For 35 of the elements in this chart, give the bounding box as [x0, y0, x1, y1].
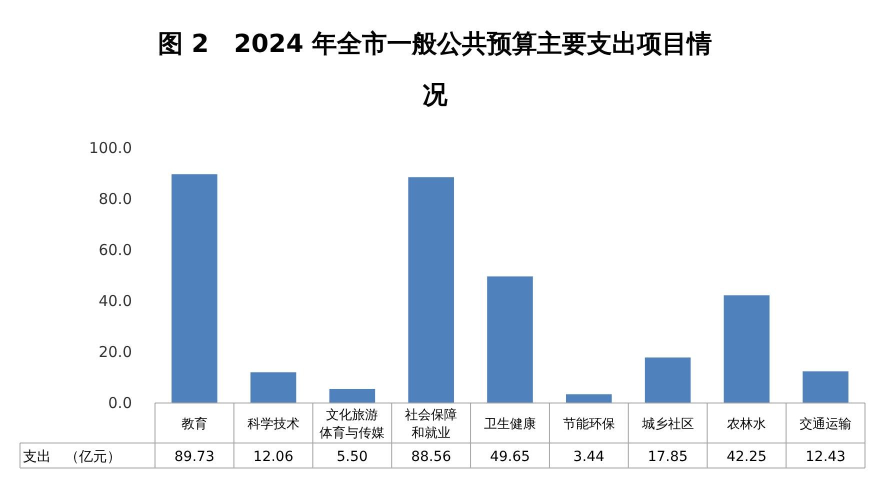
bar: [329, 388, 376, 403]
bar: [250, 372, 296, 403]
data-label: 3.44: [573, 449, 605, 465]
x-tick-label: 科学技术: [247, 417, 300, 432]
chart-title: 图 2 2024 年全市一般公共预算主要支出项目情况: [158, 29, 712, 109]
bar: [566, 394, 612, 403]
x-tick-label: 农林水: [727, 417, 766, 432]
bar: [487, 276, 533, 403]
y-tick-label: 20.0: [98, 343, 132, 361]
y-tick-label: 40.0: [98, 292, 132, 310]
data-label: 42.25: [726, 449, 767, 465]
bar: [724, 295, 770, 403]
x-tick-label: 教育: [181, 416, 208, 432]
y-tick-label: 80.0: [98, 190, 132, 208]
y-tick-label: 100.0: [89, 139, 132, 157]
data-label: 12.06: [253, 449, 294, 465]
bar: [408, 177, 454, 403]
data-label: 49.65: [490, 449, 530, 465]
x-tick-label: 城乡社区: [640, 417, 694, 432]
bar: [802, 371, 848, 403]
data-label: 89.73: [174, 449, 214, 465]
text: 支出 （亿元）: [23, 449, 121, 465]
data-label: 12.43: [806, 449, 846, 465]
data-label: 88.56: [411, 449, 452, 465]
x-tick-label: 节能环保: [562, 417, 615, 432]
data-label: 5.50: [336, 449, 368, 465]
x-tick-label: 卫生健康: [484, 417, 536, 432]
data-label: 17.85: [648, 449, 688, 465]
x-tick-label: 社会保障和就业: [405, 408, 458, 441]
y-tick-label: 0.0: [108, 394, 132, 412]
y-tick-label: 60.0: [98, 241, 132, 259]
bar: [172, 174, 218, 403]
bar: [644, 357, 691, 403]
x-tick-label: 交通运输: [800, 416, 852, 432]
x-tick-label: 文化旅游体育与传媒: [320, 408, 385, 441]
